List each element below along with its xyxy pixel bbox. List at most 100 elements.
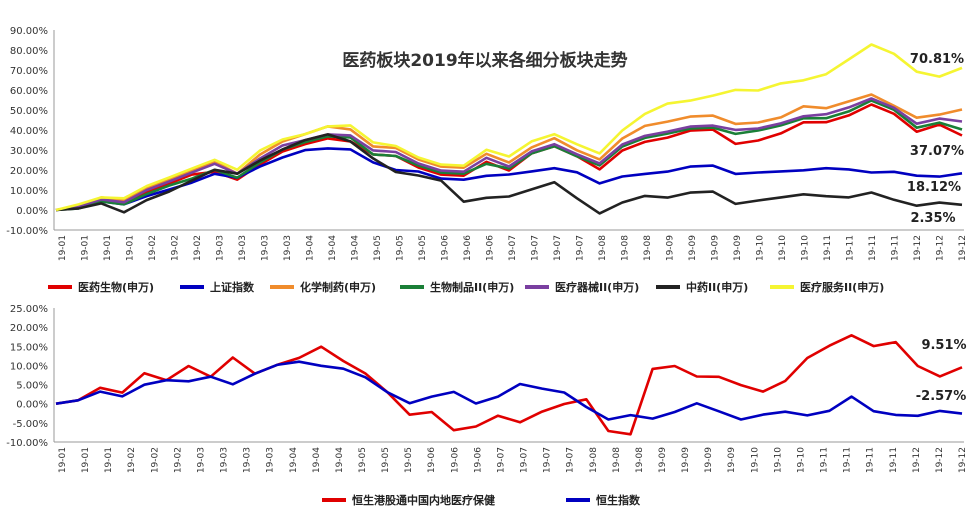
legend-label: 医疗器械II(申万) — [555, 280, 639, 294]
x-tick-label: 19-01 — [58, 447, 68, 473]
y-tick-label: 30.00% — [10, 146, 48, 157]
legend-label: 恒生港股通中国内地医疗保健 — [352, 493, 496, 507]
top-legend: 医药生物(申万) 上证指数 化学制药(申万) 生物制品II(申万) 医疗器械II(申万)… — [48, 280, 884, 294]
end-value-label: -2.57% — [916, 389, 967, 404]
end-value-label: 70.81% — [910, 52, 964, 67]
x-tick-label: 19-12 — [958, 235, 968, 261]
top-x-axis: 19-01 19-01 19-01 19-01 19-02 19-02 19-02 19-03… — [54, 229, 968, 261]
x-tick-label: 19-01 — [104, 447, 114, 473]
legend-label: 化学制药(申万) — [300, 280, 376, 294]
x-tick-label: 19-03 — [238, 235, 248, 261]
x-tick-label: 19-07 — [553, 235, 563, 261]
x-tick-label: 19-09 — [704, 447, 714, 473]
x-tick-label: 19-06 — [486, 235, 496, 261]
x-tick-label: 19-05 — [418, 235, 428, 261]
x-tick-label: 19-12 — [935, 447, 945, 473]
bottom-y-axis: 25.00% 20.00% 15.00% 10.00% 5.00% 0.00% -5.00%… — [6, 304, 55, 449]
x-tick-label: 19-11 — [823, 235, 833, 261]
legend-item-医疗器械ii-申万: 医疗器械II(申万) — [525, 280, 639, 294]
y-tick-label: 0.00% — [16, 206, 48, 217]
x-tick-label: 19-12 — [936, 235, 946, 261]
x-tick-label: 19-03 — [220, 447, 230, 473]
x-tick-label: 19-05 — [358, 447, 368, 473]
x-tick-label: 19-07 — [576, 235, 586, 261]
x-tick-label: 19-08 — [598, 235, 608, 261]
series-line-上证指数 — [55, 147, 963, 212]
y-tick-label: 25.00% — [10, 304, 48, 315]
x-tick-label: 19-11 — [889, 447, 899, 473]
x-tick-label: 19-09 — [711, 235, 721, 261]
x-tick-label: 19-10 — [801, 235, 811, 261]
x-tick-label: 19-01 — [58, 235, 68, 261]
end-value-label: 18.12% — [907, 180, 961, 195]
x-tick-label: 19-03 — [243, 447, 253, 473]
x-tick-label: 19-08 — [589, 447, 599, 473]
legend-item-化学制药-申万: 化学制药(申万) — [270, 280, 376, 294]
x-tick-label: 19-02 — [127, 447, 137, 473]
legend-item-医疗服务ii-申万: 医疗服务II(申万) — [770, 280, 884, 294]
top-y-axis: 90.00% 80.00% 70.00% 60.00% 50.00% 40.00% 30.0… — [6, 26, 55, 237]
x-tick-label: 19-03 — [261, 235, 271, 261]
legend-item-生物制品ii-申万: 生物制品II(申万) — [400, 280, 514, 294]
y-tick-label: 40.00% — [10, 126, 48, 137]
end-value-label: 9.51% — [921, 338, 966, 353]
legend-item-恒生港股通中国内地医疗保健: 恒生港股通中国内地医疗保健 — [322, 493, 496, 507]
x-tick-label: 19-04 — [328, 235, 338, 261]
x-tick-label: 19-11 — [868, 235, 878, 261]
x-tick-label: 19-10 — [778, 235, 788, 261]
y-tick-label: -10.00% — [6, 438, 48, 449]
end-value-label: 2.35% — [910, 211, 955, 226]
x-tick-label: 19-11 — [820, 447, 830, 473]
x-tick-label: 19-08 — [612, 447, 622, 473]
top-end-labels: 70.81% 37.07% 18.12% 2.35% — [907, 52, 964, 226]
x-tick-label: 19-10 — [773, 447, 783, 473]
x-tick-label: 19-12 — [912, 447, 922, 473]
end-value-label: 37.07% — [910, 144, 964, 159]
bottom-chart: 25.00% 20.00% 15.00% 10.00% 5.00% 0.00% -5.00%… — [6, 304, 968, 507]
y-tick-label: -10.00% — [6, 226, 48, 237]
legend-label: 恒生指数 — [596, 493, 641, 507]
y-tick-label: 90.00% — [10, 26, 48, 37]
y-tick-label: 5.00% — [16, 381, 48, 392]
x-tick-label: 19-03 — [266, 447, 276, 473]
x-tick-label: 19-12 — [958, 447, 968, 473]
series-line-中药ii-申万 — [55, 133, 963, 215]
x-tick-label: 19-05 — [381, 447, 391, 473]
x-tick-label: 19-06 — [450, 447, 460, 473]
x-tick-label: 19-04 — [312, 447, 322, 473]
x-tick-label: 19-02 — [148, 235, 158, 261]
legend-item-恒生指数: 恒生指数 — [566, 493, 641, 507]
x-tick-label: 19-09 — [681, 447, 691, 473]
bottom-x-axis: 19-01 19-01 19-01 19-02 19-02 19-02 19-03 19-03… — [54, 441, 968, 473]
x-tick-label: 19-07 — [496, 447, 506, 473]
x-tick-label: 19-04 — [335, 447, 345, 473]
y-tick-label: 60.00% — [10, 86, 48, 97]
x-tick-label: 19-03 — [283, 235, 293, 261]
series-line-恒生指数 — [55, 360, 963, 421]
x-tick-label: 19-04 — [289, 447, 299, 473]
legend-item-上证指数: 上证指数 — [180, 280, 255, 294]
x-tick-label: 19-11 — [891, 235, 901, 261]
x-tick-label: 19-01 — [126, 235, 136, 261]
bottom-end-labels: 9.51% -2.57% — [916, 338, 967, 404]
y-tick-label: 0.00% — [16, 400, 48, 411]
x-tick-label: 19-06 — [427, 447, 437, 473]
x-tick-label: 19-02 — [173, 447, 183, 473]
x-tick-label: 19-03 — [196, 447, 206, 473]
x-tick-label: 19-11 — [843, 447, 853, 473]
bottom-series-group — [55, 333, 963, 436]
x-tick-label: 19-10 — [796, 447, 806, 473]
x-tick-label: 19-07 — [520, 447, 530, 473]
x-tick-label: 19-10 — [756, 235, 766, 261]
legend-label: 中药II(申万) — [686, 280, 748, 294]
x-tick-label: 19-01 — [81, 235, 91, 261]
y-tick-label: 70.00% — [10, 66, 48, 77]
y-tick-label: 10.00% — [10, 361, 48, 372]
y-tick-label: 15.00% — [10, 342, 48, 353]
x-tick-label: 19-06 — [441, 235, 451, 261]
x-tick-label: 19-02 — [193, 235, 203, 261]
x-tick-label: 19-08 — [635, 447, 645, 473]
x-tick-label: 19-02 — [171, 235, 181, 261]
